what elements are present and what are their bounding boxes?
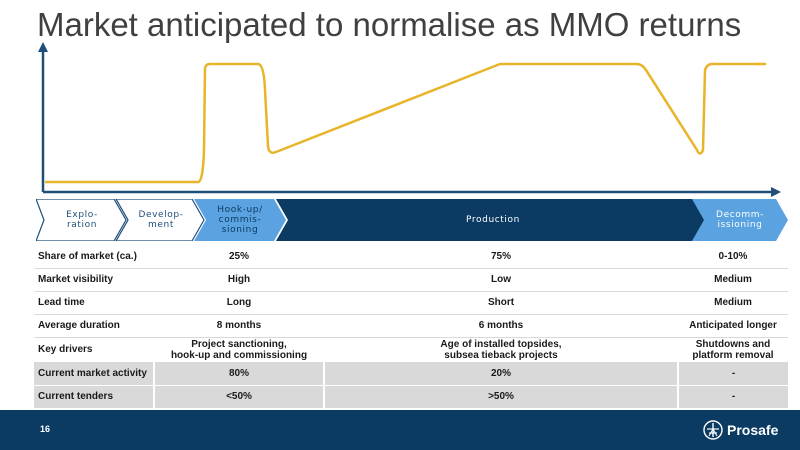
- prosafe-logo-icon: [703, 420, 723, 440]
- table-row: Lead time Long Short Medium: [34, 291, 788, 315]
- phase-hookup-shape: [194, 199, 286, 241]
- table-cell: 75%: [324, 245, 678, 269]
- table-cell: Medium: [678, 291, 788, 315]
- market-activity-curve: [45, 62, 766, 184]
- x-axis-arrowhead: [771, 187, 781, 197]
- row-label: Current tenders: [34, 385, 154, 409]
- table-cell: Low: [324, 268, 678, 292]
- table-cell: >50%: [323, 385, 678, 409]
- row-label: Lead time: [34, 291, 154, 315]
- table-cell: 0-10%: [678, 245, 788, 269]
- logo-text: Prosafe: [727, 422, 779, 438]
- table-cell: Project sanctioning, hook-up and commiss…: [154, 337, 324, 363]
- lifecycle-phase-row: Explo- ration Develop- ment Hook-up/ com…: [36, 199, 788, 241]
- table-cell: 25%: [154, 245, 324, 269]
- table-cell: Long: [154, 291, 324, 315]
- table-cell: -: [677, 362, 788, 386]
- phase-decommissioning-shape: [692, 199, 788, 241]
- table-row: Key drivers Project sanctioning, hook-up…: [34, 337, 788, 363]
- table-row: Market visibility High Low Medium: [34, 268, 788, 292]
- phase-development-label: Develop- ment: [138, 210, 184, 230]
- phase-hookup-label: Hook-up/ commis- sioning: [217, 205, 263, 235]
- table-row: Average duration 8 months 6 months Antic…: [34, 314, 788, 338]
- row-label: Share of market (ca.): [34, 245, 154, 269]
- phase-decommissioning-label: Decomm- issioning: [716, 210, 764, 230]
- row-label: Market visibility: [34, 268, 154, 292]
- table-cell: 80%: [153, 362, 324, 386]
- market-comparison-table: Share of market (ca.) 25% 75% 0-10% Mark…: [34, 245, 788, 409]
- phase-exploration-shape: [36, 199, 127, 241]
- phase-production-shape: [276, 199, 710, 241]
- page-number: 16: [40, 424, 51, 434]
- y-axis-arrowhead: [38, 42, 48, 52]
- table-cell: 20%: [323, 362, 678, 386]
- table-cell: Short: [324, 291, 678, 315]
- table-row: Current market activity 80% 20% -: [34, 362, 788, 386]
- table-cell: Anticipated longer: [678, 314, 788, 338]
- table-cell: Shutdowns and platform removal: [678, 337, 788, 363]
- table-cell: 8 months: [154, 314, 324, 338]
- table-cell: High: [154, 268, 324, 292]
- footer-bar: 16 Prosafe: [0, 410, 800, 450]
- phase-production-label: Production: [466, 215, 520, 225]
- phase-development-shape: [115, 199, 205, 241]
- phase-exploration-label: Explo- ration: [66, 210, 98, 230]
- row-label: Key drivers: [34, 337, 154, 363]
- row-label: Current market activity: [34, 362, 154, 386]
- table-cell: -: [677, 385, 788, 409]
- table-row: Share of market (ca.) 25% 75% 0-10%: [34, 245, 788, 269]
- page-title: Market anticipated to normalise as MMO r…: [37, 6, 742, 43]
- row-label: Average duration: [34, 314, 154, 338]
- company-logo: Prosafe: [703, 420, 778, 440]
- table-cell: Medium: [678, 268, 788, 292]
- table-cell: <50%: [153, 385, 324, 409]
- table-cell: Age of installed topsides, subsea tiebac…: [324, 337, 678, 363]
- market-activity-diagram: [38, 42, 781, 197]
- table-row: Current tenders <50% >50% -: [34, 385, 788, 409]
- table-cell: 6 months: [324, 314, 678, 338]
